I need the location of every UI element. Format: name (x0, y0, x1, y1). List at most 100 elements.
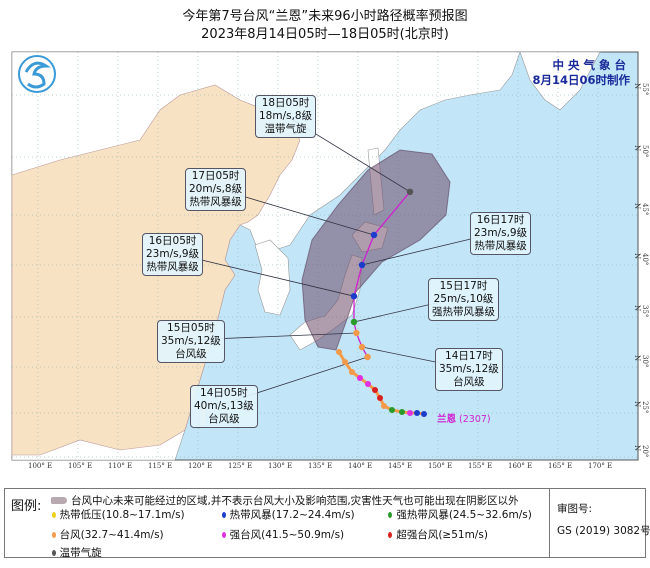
forecast-time: 16日17时 (476, 214, 525, 226)
lon-tick-label: 165° E (548, 462, 573, 470)
lon-tick-label: 120° E (188, 462, 213, 470)
cone-swatch-icon (51, 497, 67, 504)
lat-tick-label: 40° N (633, 253, 649, 266)
legend-item: 台风(32.7~41.4m/s) (51, 527, 164, 542)
forecast-grade: 台风级 (453, 376, 485, 388)
past-track-point (421, 411, 427, 417)
past-track-point (407, 410, 413, 416)
past-track-point (336, 349, 342, 355)
forecast-wind: 35m/s,12级 (161, 335, 221, 347)
forecast-grade: 热带风暴级 (146, 261, 199, 273)
forecast-time: 16日05时 (148, 235, 197, 247)
past-track-point (357, 375, 363, 381)
forecast-wind: 40m/s,13级 (194, 400, 254, 412)
typhoon-dot-icon (221, 532, 226, 538)
legend-item: 热带低压(10.8~17.1m/s) (51, 507, 185, 522)
legend-item-label: 强热带风暴(24.5~32.6m/s) (396, 509, 532, 521)
forecast-point (353, 329, 360, 337)
past-track-point (399, 409, 405, 415)
lon-tick-label: 135° E (308, 462, 333, 470)
review-number: GS (2019) 3082号 (557, 525, 650, 537)
past-track-point (365, 381, 371, 387)
lon-tick-label: 145° E (388, 462, 413, 470)
legend: 图例: 台风中心未来可能经过的区域,并不表示台风大小及影响范围,灾害性天气也可能… (4, 488, 650, 559)
forecast-time: 15日17时 (439, 280, 488, 292)
lon-tick-label: 105° E (68, 462, 93, 470)
typhoon-dot-icon (388, 512, 393, 518)
lon-tick-label: 110° E (108, 462, 133, 470)
lon-tick-label: 155° E (468, 462, 493, 470)
forecast-point (358, 343, 366, 351)
lon-tick-label: 170° E (588, 462, 613, 470)
forecast-label-box: 18日05时 18m/s,8级 温带气旋 (255, 95, 317, 138)
lon-tick-label: 115° E (148, 462, 173, 470)
forecast-time: 18日05时 (261, 97, 310, 109)
lat-tick-label: 25° N (633, 401, 649, 414)
forecast-point (350, 293, 358, 300)
forecast-grade: 强热带风暴级 (432, 306, 495, 318)
forecast-grade: 热带风暴级 (474, 240, 527, 252)
issue-time: 8月14日06时制作 (532, 73, 630, 87)
forecast-label-box: 15日17时 25m/s,10级 强热带风暴级 (428, 278, 499, 321)
typhoon-dot-icon (51, 550, 56, 556)
legend-item-label: 热带风暴(17.2~24.4m/s) (229, 509, 355, 521)
past-track-point (372, 387, 378, 393)
lat-tick-label: 55° N (633, 83, 649, 96)
kamchatka (519, 51, 601, 111)
forecast-wind: 20m/s,8级 (189, 183, 243, 195)
agency-name: 中央气象台 (552, 58, 630, 72)
typhoon-dot-icon (221, 512, 226, 518)
forecast-point (364, 353, 371, 361)
legend-item-label: 温带气旋 (59, 547, 102, 559)
agency-stamp: 中央气象台 8月14日06时制作 (532, 58, 630, 88)
storm-label: 兰恩 (2307) (437, 411, 491, 425)
lon-tick-label: 130° E (268, 462, 293, 470)
legend-item-label: 热带低压(10.8~17.1m/s) (59, 509, 185, 521)
forecast-wind: 35m/s,12级 (439, 363, 499, 375)
forecast-grade: 台风级 (175, 348, 207, 360)
legend-item: 热带风暴(17.2~24.4m/s) (221, 507, 355, 522)
forecast-track (350, 188, 414, 361)
past-track-point (349, 369, 355, 375)
legend-item-label: 超强台风(≥51m/s) (396, 529, 488, 541)
forecast-label-box: 16日17时 23m/s,9级 热带风暴级 (470, 212, 532, 255)
forecast-grade: 热带风暴级 (189, 196, 242, 208)
forecast-grade: 温带气旋 (264, 123, 307, 135)
forecast-point (370, 231, 378, 239)
lon-tick-label: 100° E (28, 462, 53, 470)
forecast-wind: 25m/s,10级 (433, 293, 494, 305)
lon-tick-label: 140° E (348, 462, 373, 470)
forecast-time: 17日05时 (191, 170, 240, 182)
typhoon-dot-icon (388, 532, 393, 538)
lat-tick-label: 35° N (633, 305, 649, 318)
map-subtitle: 2023年8月14日05时—18日05时(北京时) (201, 27, 449, 42)
forecast-label-box: 17日05时 20m/s,8级 热带风暴级 (185, 168, 247, 211)
forecast-label-box: 14日05时 40m/s,13级 台风级 (190, 385, 258, 428)
cma-logo (18, 55, 56, 93)
review-label: 审图号: (557, 503, 593, 515)
lon-tick-label: 150° E (428, 462, 453, 470)
legend-item-label: 台风(32.7~41.4m/s) (59, 529, 164, 541)
legend-divider (549, 489, 550, 557)
past-track-point (377, 395, 383, 401)
forecast-label-box: 14日17时 35m/s,12级 台风级 (435, 348, 503, 391)
forecast-grade: 台风级 (208, 413, 240, 425)
lat-tick-label: 45° N (633, 203, 649, 216)
lon-tick-label: 160° E (508, 462, 533, 470)
typhoon-dot-icon (51, 532, 56, 538)
forecast-label-box: 15日05时 35m/s,12级 台风级 (157, 320, 225, 363)
forecast-label-box: 16日05时 23m/s,9级 热带风暴级 (142, 233, 204, 276)
lat-tick-label: 50° N (633, 145, 649, 158)
legend-item: 强台风(41.5~50.9m/s) (221, 527, 345, 542)
lat-tick-label: 20° N (633, 445, 649, 458)
forecast-point (350, 318, 358, 326)
past-track-point (381, 403, 387, 409)
legend-cone-text: 台风中心未来可能经过的区域,并不表示台风大小及影响范围,灾害性天气也可能出现在阴… (71, 495, 519, 507)
forecast-wind: 18m/s,8级 (259, 110, 313, 122)
map-title: 今年第7号台风“兰恩”未来96小时路径概率预报图 (182, 9, 468, 24)
forecast-time: 14日17时 (445, 350, 493, 362)
lon-tick-label: 125° E (228, 462, 253, 470)
lat-tick-label: 30° N (633, 355, 649, 368)
storm-name: 兰恩 (437, 414, 457, 425)
legend-item-label: 强台风(41.5~50.9m/s) (229, 529, 345, 541)
